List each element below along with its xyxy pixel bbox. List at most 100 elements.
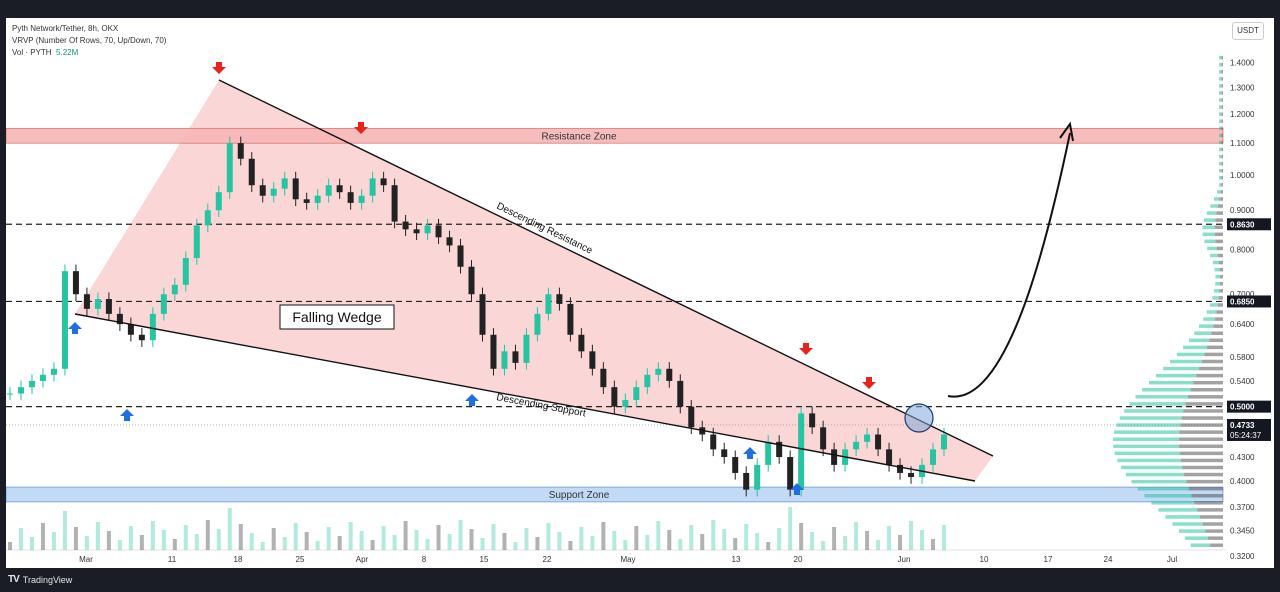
candle-body xyxy=(666,368,673,381)
profile-down-bar xyxy=(1179,444,1223,449)
volume-bar xyxy=(909,521,914,550)
y-tick-label: 1.0000 xyxy=(1230,171,1255,180)
resistance-zone-label: Resistance Zone xyxy=(541,131,616,142)
volume-bar xyxy=(810,532,815,550)
profile-down-bar xyxy=(1221,112,1223,116)
profile-down-bar xyxy=(1216,211,1223,215)
candle-body xyxy=(446,237,453,246)
candle-body xyxy=(50,368,57,375)
currency-button[interactable]: USDT xyxy=(1232,22,1264,40)
profile-up-bar xyxy=(1178,529,1206,533)
candle-body xyxy=(380,178,387,186)
volume-bar xyxy=(282,537,287,550)
candle-body xyxy=(105,299,112,314)
volume-bar xyxy=(29,537,34,550)
candle-body xyxy=(908,472,915,478)
price-badge-label: 0.5000 xyxy=(1230,403,1255,412)
candle-body xyxy=(193,225,200,259)
y-tick-label: 0.7000 xyxy=(1230,290,1255,299)
profile-down-bar xyxy=(1221,77,1223,81)
volume-bar xyxy=(425,539,430,550)
profile-down-bar xyxy=(1220,190,1223,194)
profile-down-bar xyxy=(1221,154,1223,159)
profile-up-bar xyxy=(1172,522,1203,526)
volume-bar xyxy=(832,527,837,550)
candle-body xyxy=(138,334,145,341)
profile-up-bar xyxy=(1198,324,1214,328)
volume-bar xyxy=(645,535,650,550)
volume-bar xyxy=(535,537,540,550)
profile-up-bar xyxy=(1219,126,1222,131)
candle-body xyxy=(765,441,772,465)
volume-bar xyxy=(304,532,309,550)
symbol-text: Pyth Network/Tether, 8h, OKX xyxy=(12,24,119,33)
candle-body xyxy=(83,294,90,309)
profile-down-bar xyxy=(1202,522,1223,526)
candle-body xyxy=(325,185,332,196)
candle-body xyxy=(853,441,860,450)
candle-body xyxy=(523,334,530,363)
footer-bar xyxy=(0,568,1280,592)
candle-body xyxy=(589,351,596,369)
volume-bar xyxy=(513,542,518,550)
volume-bar xyxy=(898,535,903,550)
volume-bar xyxy=(865,531,870,550)
profile-up-bar xyxy=(1156,373,1197,378)
profile-down-bar xyxy=(1219,289,1223,293)
volume-bar xyxy=(711,520,716,550)
profile-up-bar xyxy=(1210,204,1218,208)
support-touch-arrow-2 xyxy=(465,394,479,406)
candle-body xyxy=(688,406,695,428)
y-tick-label: 0.3450 xyxy=(1230,527,1255,536)
volume-bar xyxy=(139,535,144,550)
profile-down-bar xyxy=(1179,437,1223,441)
volume-bar xyxy=(73,527,78,550)
breakout-circle xyxy=(904,403,934,433)
profile-down-bar xyxy=(1191,494,1223,498)
candle-body xyxy=(655,368,662,375)
candle-body xyxy=(556,294,563,304)
candle-body xyxy=(94,299,101,309)
volume-bar xyxy=(755,533,760,550)
profile-up-bar xyxy=(1158,508,1198,512)
volume-bar xyxy=(942,525,946,550)
profile-down-bar xyxy=(1207,536,1223,540)
profile-up-bar xyxy=(1209,303,1218,307)
resistance-touch-arrow-2 xyxy=(799,343,813,355)
volume-bar xyxy=(777,528,782,550)
volume-bar xyxy=(931,539,936,550)
candle-body xyxy=(633,387,640,401)
tradingview-logo[interactable]: TV TradingView xyxy=(8,574,72,585)
profile-up-bar xyxy=(1151,501,1195,505)
volume-bar xyxy=(733,538,738,550)
profile-up-bar xyxy=(1183,345,1208,350)
price-badge xyxy=(1227,400,1271,413)
profile-down-bar xyxy=(1188,486,1223,491)
candle-body xyxy=(39,374,46,381)
candle-body xyxy=(875,434,882,450)
candle-body xyxy=(259,185,266,196)
volume-bar xyxy=(370,540,375,550)
candle-body xyxy=(897,464,904,473)
volume-bar xyxy=(656,521,661,550)
profile-down-bar xyxy=(1221,161,1223,166)
falling-wedge-label: Falling Wedge xyxy=(292,309,381,325)
profile-down-bar xyxy=(1217,303,1223,307)
volume-bar xyxy=(491,524,496,550)
vrvp-line: VRVP (Number Of Rows, 70, Up/Down, 70) xyxy=(12,36,166,45)
volume-bar xyxy=(84,536,89,550)
candle-body xyxy=(248,158,255,186)
volume-bar xyxy=(18,528,23,550)
profile-down-bar xyxy=(1207,345,1223,350)
countdown-label: 05:24:37 xyxy=(1230,431,1262,440)
profile-down-bar xyxy=(1217,204,1223,208)
candle-body xyxy=(501,351,508,369)
candle-body xyxy=(490,334,497,369)
profile-down-bar xyxy=(1221,147,1223,152)
volume-bar xyxy=(568,541,573,550)
candle-body xyxy=(644,374,651,388)
volume-bar xyxy=(502,533,507,550)
profile-up-bar xyxy=(1219,168,1222,173)
profile-down-bar xyxy=(1193,380,1223,385)
